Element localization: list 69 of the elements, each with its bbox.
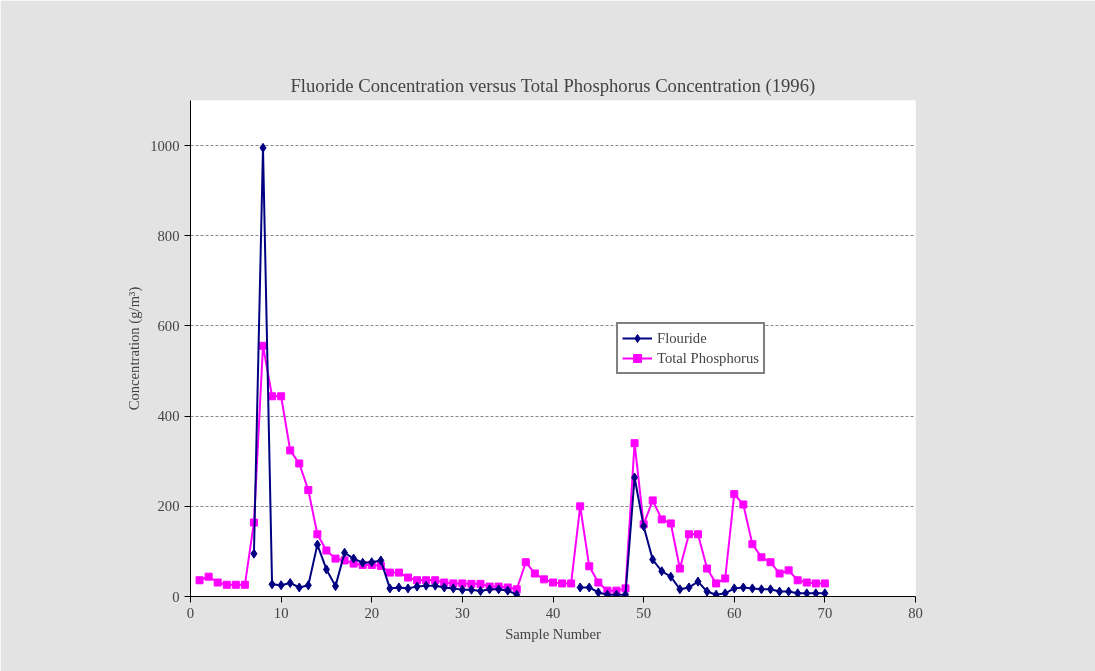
y-tick-label: 200 [157, 498, 180, 515]
point [576, 582, 584, 593]
y-tick-label: 800 [157, 227, 180, 244]
x-tick-label: 0 [186, 604, 195, 621]
x-tick-label: 40 [545, 604, 561, 621]
point [676, 584, 684, 595]
point [748, 583, 756, 594]
x-tick-label: 80 [908, 604, 923, 621]
point [440, 582, 448, 593]
point [739, 582, 747, 593]
point [286, 577, 294, 588]
point [594, 587, 602, 597]
point [776, 586, 784, 597]
point [250, 548, 258, 559]
point [821, 588, 829, 597]
point [431, 580, 439, 591]
point [413, 581, 421, 592]
point [513, 589, 521, 597]
x-tick-label: 70 [817, 604, 833, 621]
point [658, 566, 666, 577]
y-tick-label: 0 [172, 588, 180, 605]
point [322, 564, 330, 575]
y-tick-label: 600 [157, 317, 180, 334]
point [458, 584, 466, 595]
point [694, 576, 702, 587]
point [631, 472, 639, 483]
point [685, 582, 693, 593]
point [504, 585, 512, 596]
point [404, 583, 412, 594]
point [585, 582, 593, 593]
point [341, 547, 349, 558]
point [467, 584, 475, 595]
x-tick-label: 30 [455, 604, 470, 621]
point [313, 539, 321, 550]
x-tick-label: 60 [726, 604, 742, 621]
point [649, 554, 657, 565]
y-axis-title: Concentration (g/m³) [126, 286, 144, 411]
point [721, 588, 729, 597]
point [703, 586, 711, 597]
y-tick-label: 400 [157, 408, 180, 425]
point [622, 589, 629, 597]
point [395, 582, 403, 593]
point [449, 583, 457, 594]
point [803, 588, 811, 597]
point [495, 584, 503, 595]
x-tick-label: 10 [273, 604, 289, 621]
point [386, 583, 394, 594]
x-tick-label: 20 [364, 604, 380, 621]
point [304, 580, 312, 591]
chart-title: Fluoride Concentration versus Total Phosphorus Concentration (1996) [290, 74, 816, 97]
point [259, 142, 267, 153]
point [757, 584, 765, 595]
point [812, 588, 820, 597]
y-tick-label: 1000 [150, 137, 180, 154]
point [486, 584, 494, 595]
legend-label: Total Phosphorus [657, 349, 759, 367]
point [712, 589, 720, 597]
point [667, 571, 675, 582]
x-axis-title: Sample Number [505, 625, 601, 642]
point [794, 588, 802, 597]
point [350, 553, 358, 564]
point [785, 586, 793, 597]
point [422, 580, 430, 591]
point [730, 583, 738, 594]
point [295, 582, 303, 593]
legend-label: Flouride [657, 329, 707, 347]
point [277, 580, 285, 591]
x-tick-label: 50 [636, 604, 651, 621]
point [377, 555, 385, 566]
